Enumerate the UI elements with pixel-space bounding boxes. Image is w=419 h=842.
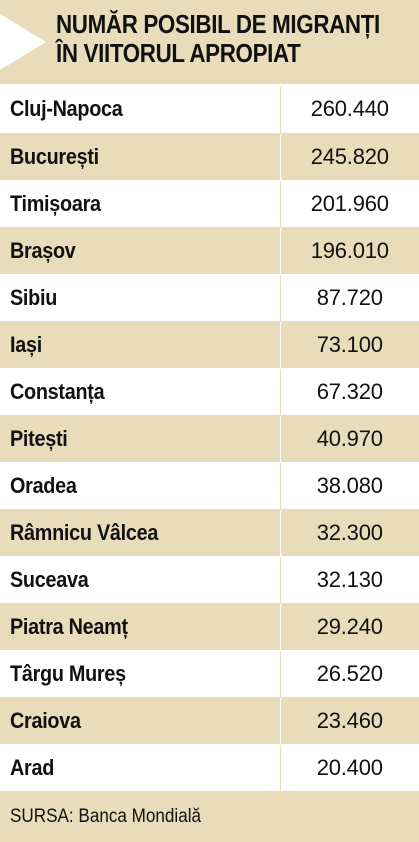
table-row: Suceava 32.130 <box>0 556 419 604</box>
city-label: Sibiu <box>10 284 58 310</box>
city-label: Timișoara <box>10 190 101 216</box>
value-cell: 245.820 <box>279 133 419 181</box>
table-row: Piatra Neamț 29.240 <box>0 603 419 651</box>
value-cell: 201.960 <box>279 180 419 228</box>
value-cell: 32.300 <box>279 509 419 557</box>
city-cell: Suceava <box>0 556 280 604</box>
table-header: NUMĂR POSIBIL DE MIGRANȚI ÎN VIITORUL AP… <box>0 0 419 86</box>
city-cell: Sibiu <box>0 274 280 322</box>
value-cell: 40.970 <box>279 415 419 463</box>
city-label: Constanța <box>10 378 105 404</box>
value-cell: 73.100 <box>279 321 419 369</box>
title-line-1: NUMĂR POSIBIL DE MIGRANȚI <box>56 9 380 39</box>
city-cell: Craiova <box>0 697 280 745</box>
city-label: Iași <box>10 331 42 357</box>
table-row: București 245.820 <box>0 133 419 181</box>
value-cell: 260.440 <box>279 86 419 134</box>
table-row: Târgu Mureș 26.520 <box>0 650 419 698</box>
table-row: Timișoara 201.960 <box>0 180 419 228</box>
table-row: Iași 73.100 <box>0 321 419 369</box>
city-label: Piatra Neamț <box>10 613 128 639</box>
title-line-2: ÎN VIITORUL APROPIAT <box>56 38 301 68</box>
table-row: Brașov 196.010 <box>0 227 419 275</box>
city-label: București <box>10 143 99 169</box>
city-cell: Oradea <box>0 462 280 510</box>
value-cell: 87.720 <box>279 274 419 322</box>
city-label: Pitești <box>10 425 68 451</box>
city-cell: Piatra Neamț <box>0 603 280 651</box>
value-cell: 67.320 <box>279 368 419 416</box>
city-cell: Arad <box>0 744 280 792</box>
city-cell: Constanța <box>0 368 280 416</box>
city-cell: Pitești <box>0 415 280 463</box>
city-label: Craiova <box>10 707 81 733</box>
city-cell: Timișoara <box>0 180 280 228</box>
city-cell: Brașov <box>0 227 280 275</box>
value-cell: 29.240 <box>279 603 419 651</box>
table-row: Pitești 40.970 <box>0 415 419 463</box>
city-label: Cluj-Napoca <box>10 96 123 122</box>
table-row: Sibiu 87.720 <box>0 274 419 322</box>
value-cell: 26.520 <box>279 650 419 698</box>
source-text: SURSA: Banca Mondială <box>10 805 202 827</box>
table-row: Constanța 67.320 <box>0 368 419 416</box>
table-row: Râmnicu Vâlcea 32.300 <box>0 509 419 557</box>
city-cell: București <box>0 133 280 181</box>
migrants-table: Cluj-Napoca 260.440 București 245.820 Timișo… <box>0 86 419 792</box>
city-label: Târgu Mureș <box>10 660 126 686</box>
city-cell: Târgu Mureș <box>0 650 280 698</box>
arrow-icon <box>0 14 46 70</box>
source-note: SURSA: Banca Mondială <box>0 791 419 842</box>
city-cell: Cluj-Napoca <box>0 86 280 134</box>
city-cell: Iași <box>0 321 280 369</box>
city-label: Suceava <box>10 566 89 592</box>
table-title: NUMĂR POSIBIL DE MIGRANȚI ÎN VIITORUL AP… <box>56 9 380 68</box>
city-label: Brașov <box>10 237 76 263</box>
value-cell: 23.460 <box>279 697 419 745</box>
table-row: Arad 20.400 <box>0 744 419 792</box>
value-cell: 38.080 <box>279 462 419 510</box>
table-row: Craiova 23.460 <box>0 697 419 745</box>
city-label: Oradea <box>10 472 77 498</box>
table-row: Cluj-Napoca 260.440 <box>0 86 419 134</box>
value-cell: 32.130 <box>279 556 419 604</box>
city-label: Arad <box>10 754 55 780</box>
value-cell: 20.400 <box>279 744 419 792</box>
table-row: Oradea 38.080 <box>0 462 419 510</box>
city-label: Râmnicu Vâlcea <box>10 519 159 545</box>
city-cell: Râmnicu Vâlcea <box>0 509 280 557</box>
value-cell: 196.010 <box>279 227 419 275</box>
